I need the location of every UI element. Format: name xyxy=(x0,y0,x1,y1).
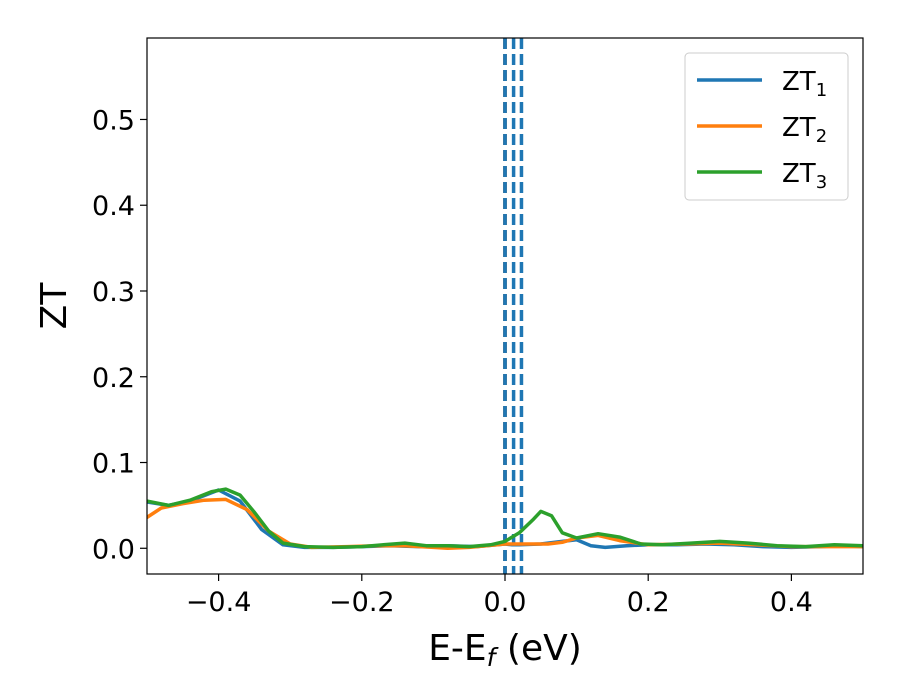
x-axis: −0.4 −0.2 0.0 0.2 0.4 xyxy=(186,574,813,618)
reference-lines xyxy=(503,38,524,574)
y-tick-label: 0.3 xyxy=(92,277,135,308)
y-tick-label: 0.5 xyxy=(92,105,135,136)
y-tick-label: 0.4 xyxy=(92,191,135,222)
x-tick-label: 0.4 xyxy=(770,587,813,618)
y-tick-label: 0.1 xyxy=(92,449,135,480)
legend-label-2: ZT2 xyxy=(782,113,827,147)
x-tick-label: 0.0 xyxy=(484,587,527,618)
series-line-3 xyxy=(147,487,863,550)
legend-label-3: ZT3 xyxy=(782,159,827,193)
legend-box xyxy=(684,52,849,201)
x-tick-label: −0.4 xyxy=(186,587,252,618)
legend-label-1: ZT1 xyxy=(782,67,827,101)
x-axis-title: E-Ef (eV) xyxy=(428,628,582,672)
legend: ZT1 ZT2 ZT3 xyxy=(684,52,849,201)
y-tick-label: 0.0 xyxy=(92,534,135,565)
series-layer xyxy=(147,487,863,551)
y-axis: 0.0 0.1 0.2 0.3 0.4 0.5 xyxy=(92,105,147,565)
y-axis-title: ZT xyxy=(34,282,75,330)
y-tick-label: 0.2 xyxy=(92,363,135,394)
x-tick-label: −0.2 xyxy=(329,587,395,618)
x-tick-label: 0.2 xyxy=(627,587,670,618)
